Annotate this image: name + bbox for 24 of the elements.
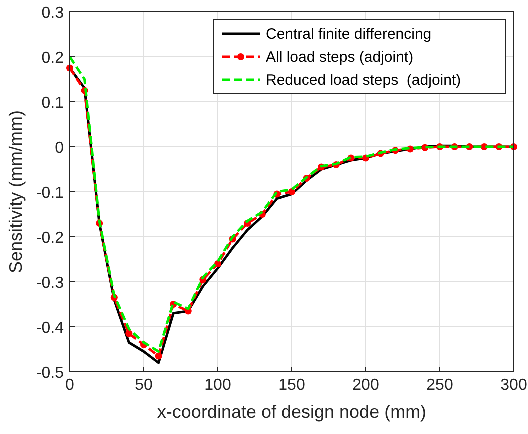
y-tick-label: 0 bbox=[55, 140, 64, 157]
x-tick-label: 250 bbox=[426, 377, 454, 394]
x-tick-label: 200 bbox=[352, 377, 380, 394]
x-tick-label: 0 bbox=[66, 377, 75, 394]
legend-label: Central finite differencing bbox=[266, 26, 432, 43]
y-axis-title: Sensitivity (mm/mm) bbox=[6, 110, 26, 274]
y-tick-label: -0.1 bbox=[36, 185, 64, 202]
y-tick-label: -0.5 bbox=[36, 365, 64, 382]
x-tick-label: 150 bbox=[278, 377, 306, 394]
legend-label: All load steps (adjoint) bbox=[266, 49, 414, 66]
y-tick-label: 0.3 bbox=[42, 5, 64, 22]
x-axis-title: x-coordinate of design node (mm) bbox=[157, 402, 427, 422]
point bbox=[155, 352, 162, 360]
y-tick-label: 0.1 bbox=[42, 95, 64, 112]
x-tick-label: 50 bbox=[135, 377, 153, 394]
point bbox=[126, 330, 133, 338]
y-tick-label: -0.2 bbox=[36, 230, 64, 247]
legend-label: Reduced load steps (adjoint) bbox=[266, 72, 462, 89]
point bbox=[288, 188, 296, 196]
x-tick-label: 100 bbox=[204, 377, 232, 394]
y-tick-label: -0.3 bbox=[36, 275, 64, 292]
y-tick-label: -0.4 bbox=[36, 320, 64, 337]
y-tick-label: 0.2 bbox=[42, 50, 64, 67]
x-tick-label: 300 bbox=[500, 377, 528, 394]
